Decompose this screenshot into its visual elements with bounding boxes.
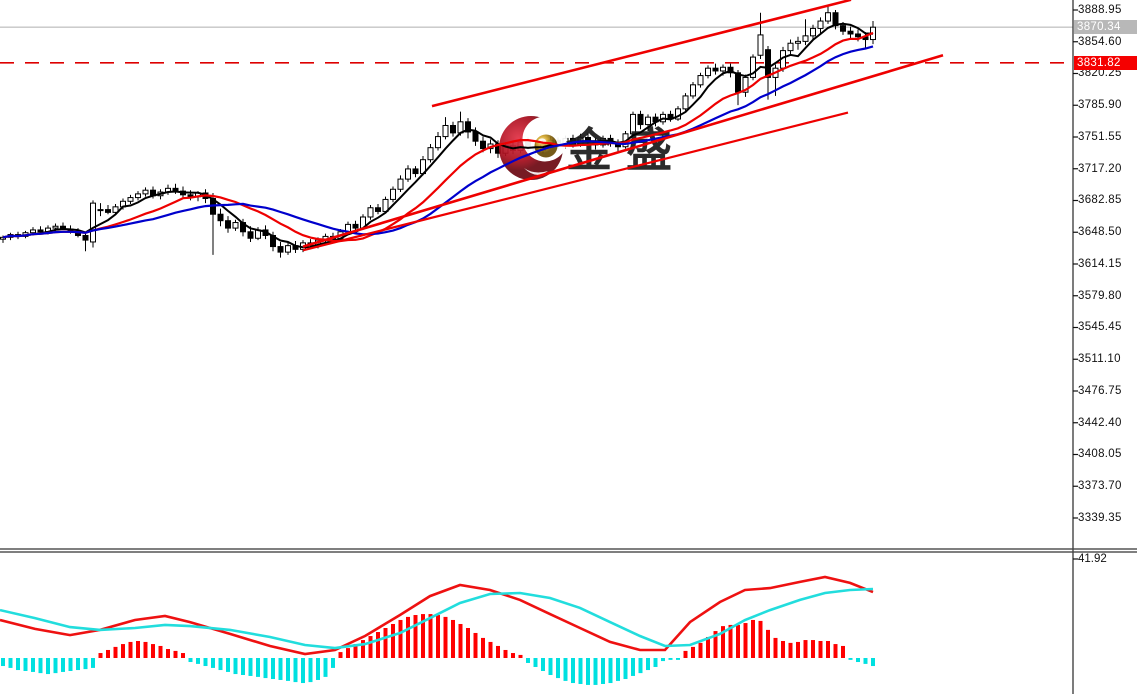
price-tick-label: 3648.50 [1078,226,1122,239]
price-tick-label: 3751.55 [1078,130,1122,143]
price-tick-label: 3785.90 [1078,99,1122,112]
macd-line [0,575,874,656]
price-tick-label: 3854.60 [1078,35,1122,48]
trendline-upper-channel [431,0,852,108]
trendline-lower-channel [302,111,849,252]
macd-signal-line [0,587,874,650]
price-tick-label: 3614.15 [1078,257,1122,270]
price-tick-label: 3820.25 [1078,67,1122,80]
price-tick-label: 3682.85 [1078,194,1122,207]
price-tick-label: 3373.70 [1078,480,1122,493]
price-tick-label: 3476.75 [1078,384,1122,397]
indicator-scale-label: 41.92 [1078,552,1107,565]
ma-mid-line [2,31,874,243]
price-tick-label: 3888.95 [1078,4,1122,16]
ma-fast-line [2,22,874,249]
current-price-badge: 3870.34 [1074,20,1137,35]
brand-watermark-text: 金盛 [565,123,686,177]
price-tick-label: 3339.35 [1078,511,1122,524]
macd-indicator [0,575,875,685]
price-tick-label: 3442.40 [1078,416,1122,429]
price-tick-label: 3408.05 [1078,448,1122,461]
price-tick-label: 3579.80 [1078,289,1122,302]
brand-watermark: 金盛 [499,116,686,180]
alert-price-badge: 3831.82 [1074,55,1137,70]
trendline-lower-trendline-steep [302,53,944,248]
price-tick-label: 3545.45 [1078,321,1122,334]
price-tick-label: 3717.20 [1078,162,1122,175]
ma-slow-line [2,45,874,239]
price-tick-label: 3511.10 [1078,353,1121,366]
